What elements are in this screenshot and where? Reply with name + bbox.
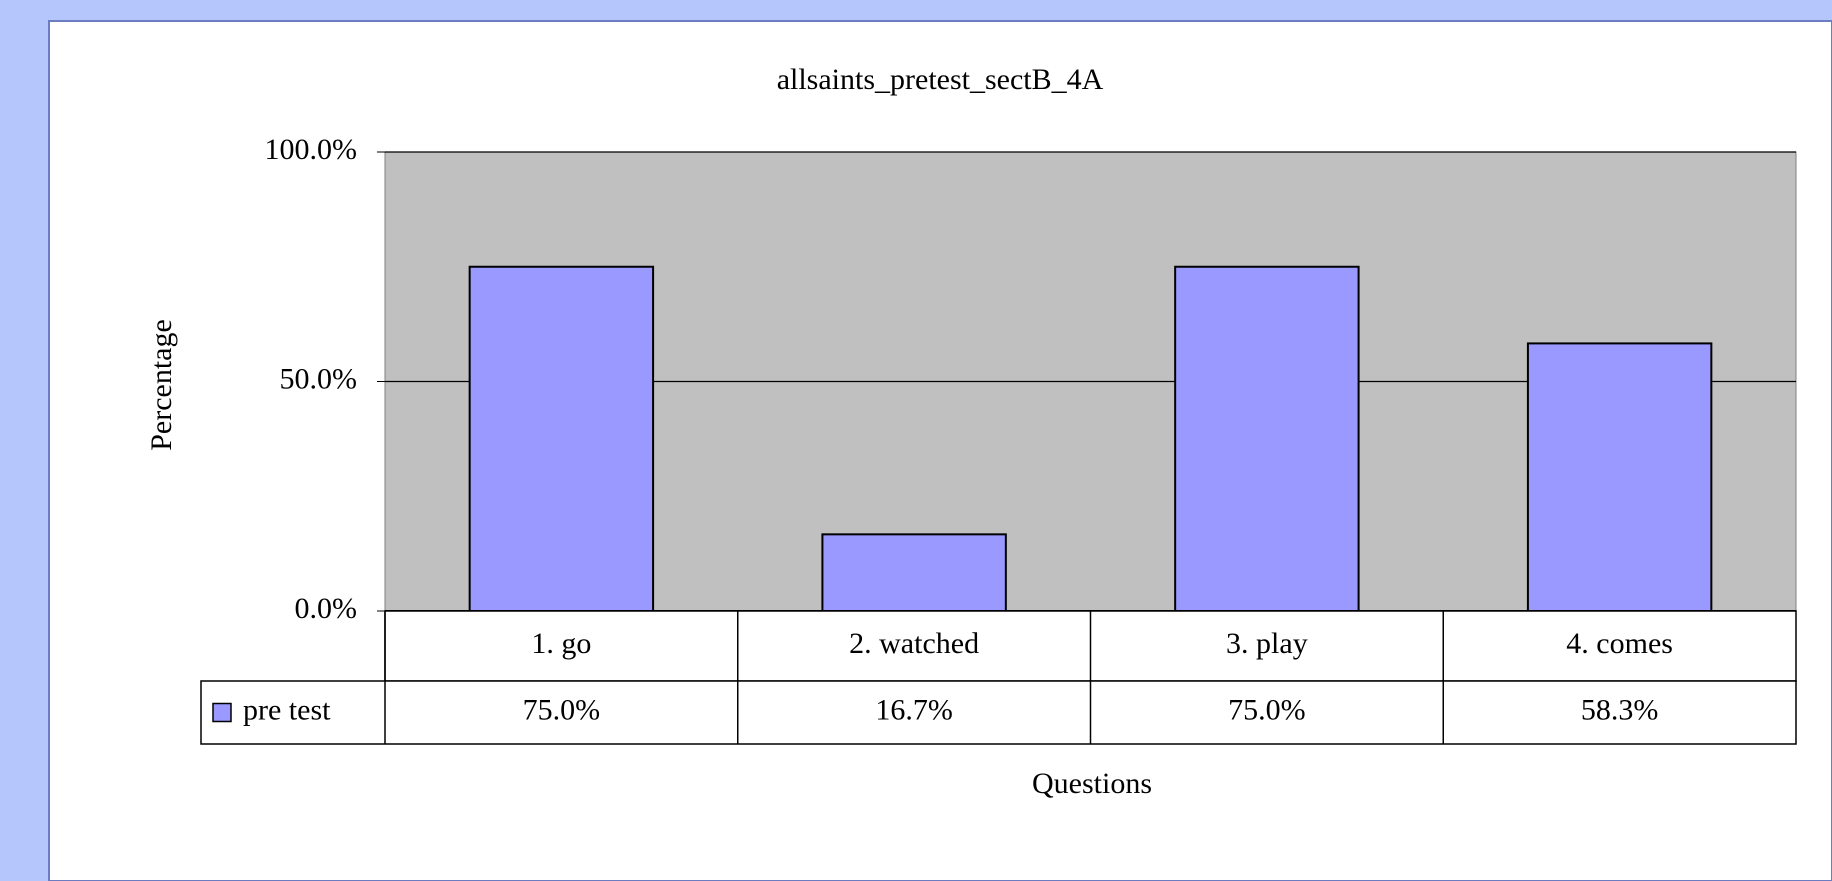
chart-title: allsaints_pretest_sectB_4A	[777, 63, 1104, 96]
legend-label: pre test	[243, 693, 331, 726]
x-tick-label: 4. comes	[1566, 627, 1673, 660]
y-axis-label: Percentage	[145, 319, 178, 451]
y-tick-label: 100.0%	[265, 133, 358, 166]
data-table-body	[200, 680, 1797, 745]
data-label: 75.0%	[1228, 693, 1306, 726]
data-label: 16.7%	[875, 693, 953, 726]
bar	[1174, 265, 1360, 612]
bar	[821, 533, 1007, 612]
legend-swatch	[212, 702, 232, 723]
bar	[1526, 342, 1713, 612]
x-tick-label: 3. play	[1226, 627, 1308, 660]
y-tick-label: 0.0%	[295, 592, 358, 625]
x-tick-label: 2. watched	[849, 627, 979, 660]
x-tick-label: 1. go	[531, 627, 591, 660]
y-tick-label: 50.0%	[280, 362, 358, 395]
data-label: 58.3%	[1581, 693, 1659, 726]
bar	[468, 265, 655, 612]
x-axis-label: Questions	[1032, 767, 1152, 800]
data-label: 75.0%	[523, 693, 601, 726]
